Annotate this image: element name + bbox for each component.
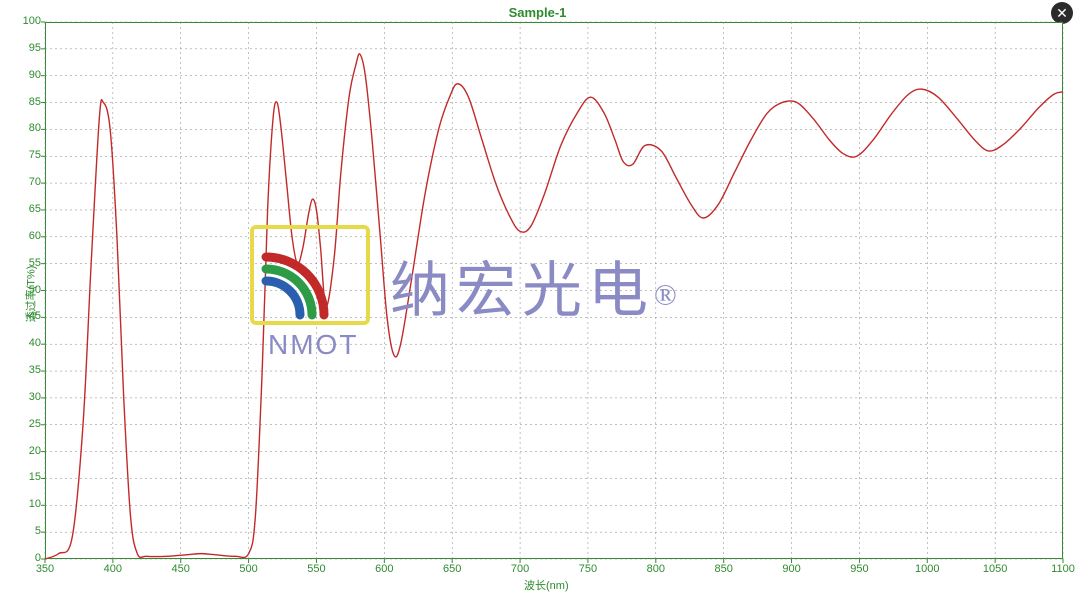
x-tick-label: 700 — [500, 563, 540, 575]
x-tick-label: 1050 — [975, 563, 1015, 575]
x-tick-label: 750 — [568, 563, 608, 575]
x-tick-label: 500 — [229, 563, 269, 575]
x-tick-label: 400 — [93, 563, 133, 575]
plot-svg — [0, 0, 1075, 600]
y-tick-label: 70 — [17, 176, 41, 188]
x-tick-label: 850 — [704, 563, 744, 575]
x-tick-label: 600 — [364, 563, 404, 575]
chart-container: Sample-1 ✕ 透过率(T%) 波长(nm) 05101520253035… — [0, 0, 1075, 600]
y-tick-label: 95 — [17, 42, 41, 54]
y-tick-label: 45 — [17, 310, 41, 322]
x-tick-label: 1100 — [1043, 563, 1075, 575]
y-tick-label: 25 — [17, 418, 41, 430]
y-tick-label: 85 — [17, 96, 41, 108]
x-tick-label: 650 — [432, 563, 472, 575]
x-tick-label: 900 — [772, 563, 812, 575]
x-tick-label: 350 — [25, 563, 65, 575]
y-tick-label: 90 — [17, 69, 41, 81]
y-tick-label: 15 — [17, 471, 41, 483]
x-axis-label: 波长(nm) — [524, 577, 569, 593]
y-tick-label: 80 — [17, 122, 41, 134]
y-tick-label: 10 — [17, 498, 41, 510]
y-tick-label: 60 — [17, 230, 41, 242]
x-tick-label: 550 — [296, 563, 336, 575]
y-tick-label: 5 — [17, 525, 41, 537]
x-tick-label: 950 — [839, 563, 879, 575]
x-tick-label: 450 — [161, 563, 201, 575]
x-tick-label: 1000 — [907, 563, 947, 575]
y-tick-label: 35 — [17, 364, 41, 376]
y-tick-label: 75 — [17, 149, 41, 161]
x-tick-label: 800 — [636, 563, 676, 575]
y-tick-label: 50 — [17, 284, 41, 296]
y-tick-label: 55 — [17, 257, 41, 269]
y-tick-label: 100 — [17, 15, 41, 27]
y-tick-label: 40 — [17, 337, 41, 349]
y-tick-label: 65 — [17, 203, 41, 215]
y-tick-label: 20 — [17, 445, 41, 457]
y-tick-label: 30 — [17, 391, 41, 403]
